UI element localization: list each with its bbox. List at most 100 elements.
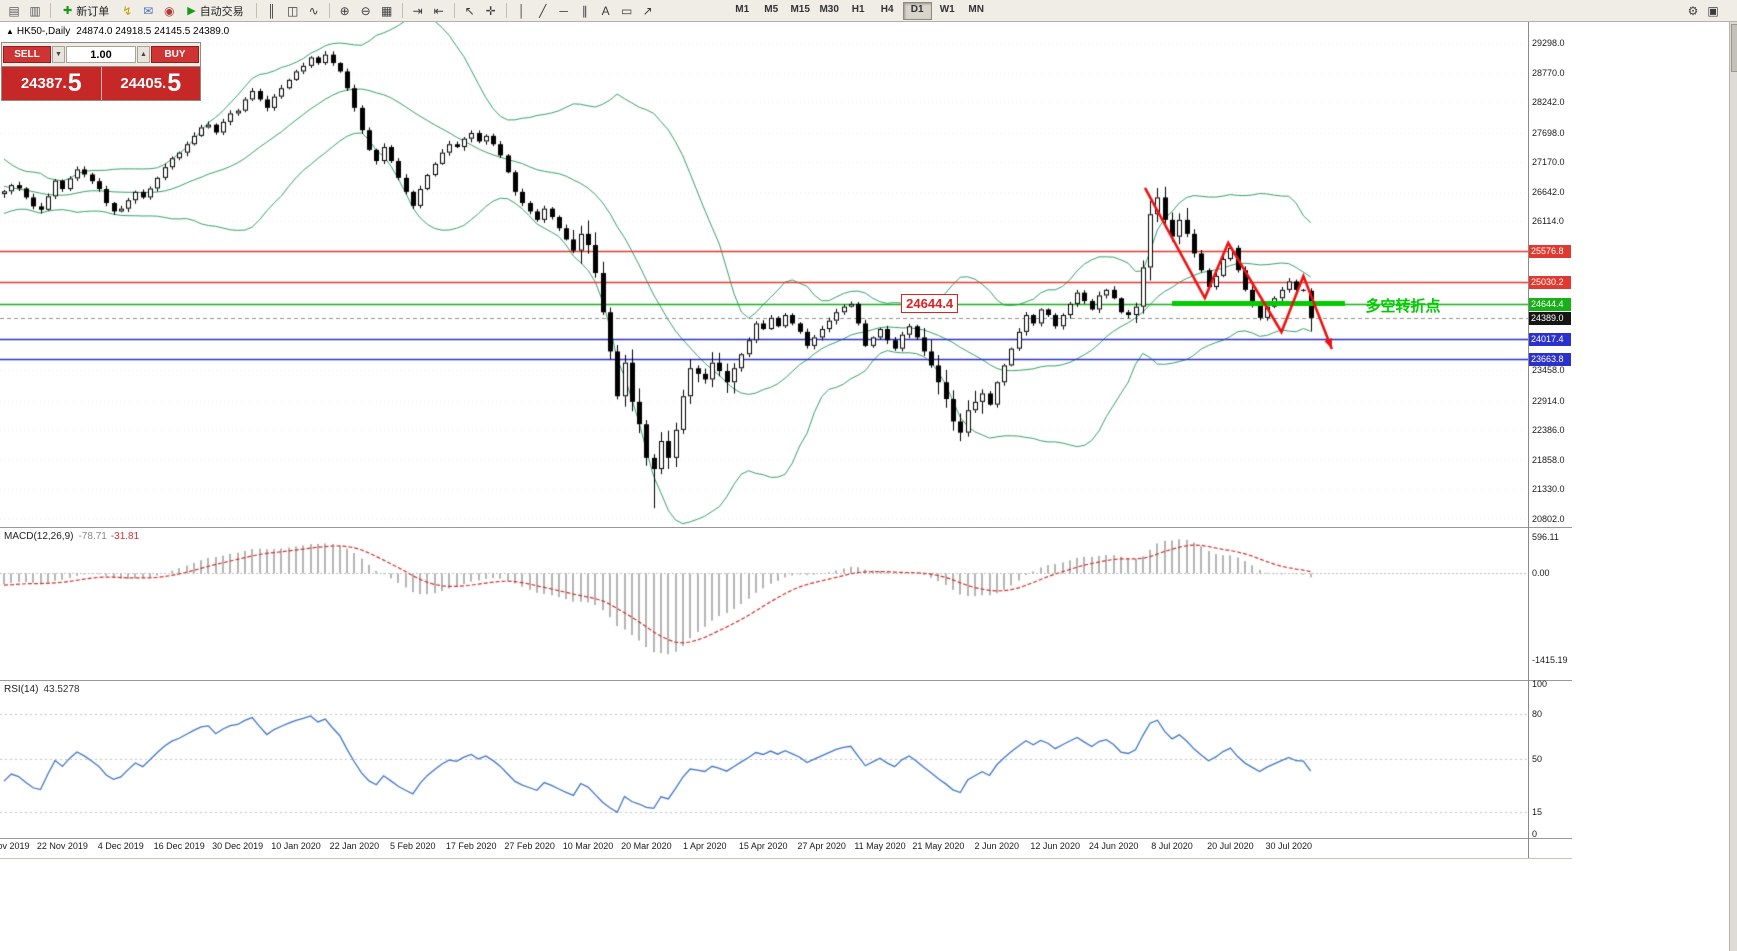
macd-axis-label: -1415.19 bbox=[1532, 655, 1568, 665]
vertical-line-icon[interactable]: │ bbox=[517, 3, 526, 18]
collapse-icon[interactable]: ▲ bbox=[6, 27, 14, 36]
date-label: 15 Apr 2020 bbox=[738, 841, 788, 851]
main-chart-pane[interactable] bbox=[0, 22, 1528, 527]
chart-shift-icon[interactable]: ⇤ bbox=[433, 3, 444, 18]
date-label: 12 Nov 2019 bbox=[0, 841, 30, 851]
timeframe-mn-button[interactable]: MN bbox=[968, 3, 984, 15]
rsi-pane[interactable] bbox=[0, 680, 1528, 838]
axis-price-tag: 24017.4 bbox=[1529, 333, 1571, 346]
price-axis-label: 27170.0 bbox=[1532, 157, 1565, 168]
chart-bottom-edge bbox=[0, 858, 1572, 859]
timeframe-h1-button[interactable]: H1 bbox=[851, 3, 865, 15]
buy-price[interactable]: 24405. 5 bbox=[102, 67, 201, 100]
price-level-label: 24644.4 bbox=[901, 293, 959, 313]
axis-price-tag: 25576.8 bbox=[1529, 245, 1571, 258]
timeframe-m15-button[interactable]: M15 bbox=[790, 3, 810, 15]
rsi-indicator-label: RSI(14) 43.5278 bbox=[4, 684, 80, 695]
axis-price-tag: 23663.8 bbox=[1529, 353, 1571, 366]
tile-windows-icon[interactable]: ▦ bbox=[381, 3, 393, 18]
zoom-in-icon[interactable]: ⊕ bbox=[339, 3, 350, 18]
timeframe-h4-button[interactable]: H4 bbox=[880, 3, 894, 15]
timeframe-m30-button[interactable]: M30 bbox=[819, 3, 839, 15]
rsi-name: RSI(14) bbox=[4, 684, 39, 695]
pane-separator[interactable] bbox=[0, 680, 1572, 681]
new-order-button[interactable]: ✚ 新订单 bbox=[56, 2, 116, 20]
time-axis[interactable]: 12 Nov 2019 22 Nov 2019 4 Dec 2019 16 Dec 2… bbox=[0, 838, 1528, 858]
autotrade-button-label: 自动交易 bbox=[199, 5, 244, 18]
date-label: 27 Feb 2020 bbox=[504, 841, 555, 851]
volume-input[interactable] bbox=[66, 46, 136, 63]
date-label: 4 Dec 2019 bbox=[97, 841, 144, 851]
text-tool-icon[interactable]: A bbox=[601, 3, 610, 18]
rsi-axis-label: 50 bbox=[1532, 754, 1543, 764]
price-axis-label: 22914.0 bbox=[1532, 395, 1565, 406]
date-label: 17 Feb 2020 bbox=[445, 841, 497, 851]
macd-axis-label: 596.11 bbox=[1532, 532, 1559, 542]
macd-indicator-label: MACD(12,26,9) -78.71 -31.81 bbox=[4, 531, 139, 542]
settings-icon[interactable]: ⚙ bbox=[1687, 3, 1699, 18]
sell-price-big-digit: 5 bbox=[67, 69, 82, 97]
crosshair-icon[interactable]: ✛ bbox=[485, 3, 496, 18]
alerts-icon[interactable]: ↯ bbox=[122, 3, 133, 18]
zoom-out-icon[interactable]: ⊖ bbox=[360, 3, 371, 18]
channel-icon[interactable]: ∥ bbox=[581, 3, 588, 18]
timeframe-d1-button[interactable]: D1 bbox=[902, 1, 932, 20]
sell-price[interactable]: 24387. 5 bbox=[2, 67, 102, 100]
timeframe-w1-button[interactable]: W1 bbox=[939, 3, 955, 15]
shapes-icon[interactable]: ▭ bbox=[621, 3, 633, 18]
timeframe-m1-button[interactable]: M1 bbox=[735, 3, 750, 15]
price-axis-label: 27698.0 bbox=[1532, 127, 1565, 138]
volume-decrease-button[interactable]: ▼ bbox=[52, 46, 65, 63]
price-axis[interactable]: 29298.0 28770.0 28242.0 27698.0 27170.0 26642… bbox=[1529, 22, 1573, 858]
mailbox-icon[interactable]: ✉ bbox=[143, 3, 154, 18]
trendline-icon[interactable]: ╱ bbox=[539, 3, 547, 18]
new-window-icon[interactable]: ▣ bbox=[1707, 3, 1719, 18]
arrow-tool-icon[interactable]: ↗ bbox=[642, 3, 653, 18]
axis-price-tag: 24644.4 bbox=[1529, 298, 1571, 311]
buy-price-big-digit: 5 bbox=[167, 69, 182, 97]
sell-button[interactable]: SELL bbox=[3, 46, 51, 63]
toolbar-right-group: ⚙ ▣ bbox=[1683, 2, 1723, 20]
macd-pane[interactable] bbox=[0, 527, 1528, 680]
date-label: 12 Jun 2020 bbox=[1030, 841, 1080, 851]
price-axis-label: 20802.0 bbox=[1532, 513, 1565, 524]
pane-separator bbox=[0, 838, 1572, 839]
candlestick-chart-icon[interactable]: ◫ bbox=[287, 3, 299, 18]
scrollbar-thumb[interactable] bbox=[1731, 24, 1737, 72]
cursor-icon[interactable]: ↖ bbox=[464, 3, 475, 18]
market-icon[interactable]: ◉ bbox=[163, 3, 175, 18]
one-click-trade-widget: SELL ▼ ▲ BUY 24387. 5 24405. 5 bbox=[1, 42, 201, 101]
price-axis-label: 23458.0 bbox=[1532, 365, 1565, 376]
date-label: 10 Jan 2020 bbox=[271, 841, 321, 851]
buy-button[interactable]: BUY bbox=[151, 46, 199, 63]
auto-scroll-icon[interactable]: ⇥ bbox=[412, 3, 423, 18]
charts-grid-icon[interactable]: ▤ bbox=[8, 3, 20, 18]
price-axis-label: 22386.0 bbox=[1532, 425, 1565, 436]
chart-title: ▲ HK50-,Daily 24874.0 24918.5 24145.5 2438… bbox=[6, 26, 229, 37]
autotrade-play-icon: ▶ bbox=[187, 5, 196, 17]
line-chart-icon[interactable]: ∿ bbox=[308, 3, 319, 18]
toolbar-separator bbox=[401, 3, 403, 18]
axis-price-tag: 24389.0 bbox=[1529, 312, 1571, 325]
bar-chart-icon[interactable]: ║ bbox=[267, 3, 276, 18]
date-label: 30 Jul 2020 bbox=[1265, 841, 1313, 851]
date-label: 11 May 2020 bbox=[854, 841, 906, 851]
rsi-value: 43.5278 bbox=[43, 684, 80, 695]
buy-price-main: 24405. bbox=[120, 75, 167, 92]
pane-separator[interactable] bbox=[0, 527, 1572, 528]
date-label: 10 Mar 2020 bbox=[562, 841, 614, 851]
autotrade-button[interactable]: ▶ 自动交易 bbox=[180, 2, 250, 20]
chart-symbol-period: HK50-,Daily bbox=[16, 26, 71, 37]
toolbar-separator bbox=[328, 3, 330, 18]
profiles-icon[interactable]: ▥ bbox=[29, 3, 41, 18]
horizontal-line-icon[interactable]: ─ bbox=[559, 3, 568, 18]
timeframe-m5-button[interactable]: M5 bbox=[764, 3, 779, 15]
vertical-scrollbar[interactable] bbox=[1729, 22, 1737, 951]
date-label: 1 Apr 2020 bbox=[683, 841, 727, 851]
rsi-axis-label: 15 bbox=[1532, 806, 1543, 817]
date-label: 30 Dec 2019 bbox=[212, 841, 264, 851]
date-label: 27 Apr 2020 bbox=[797, 841, 846, 851]
price-axis-label: 28770.0 bbox=[1532, 67, 1565, 78]
volume-increase-button[interactable]: ▲ bbox=[137, 46, 150, 63]
